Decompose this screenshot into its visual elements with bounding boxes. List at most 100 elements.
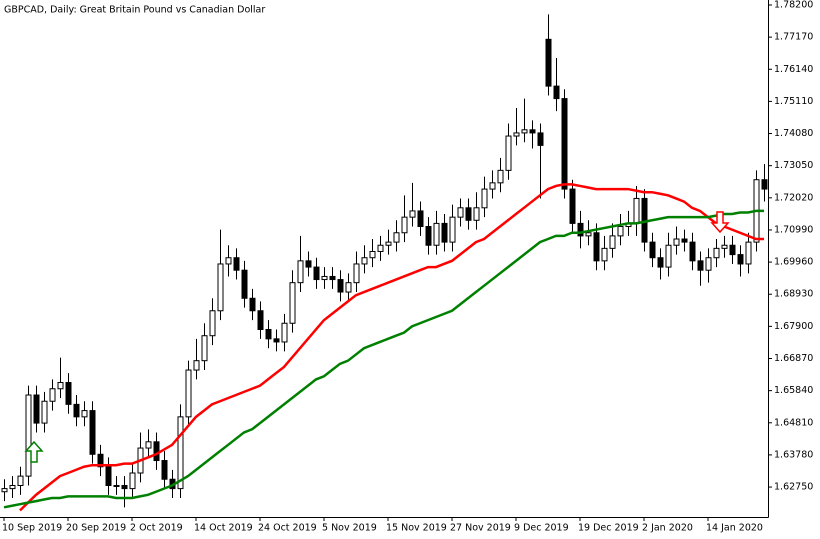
candle-body (537, 132, 544, 146)
candle-body (297, 260, 304, 284)
y-tick-label: 1.65840 (774, 385, 813, 396)
candle-body (617, 226, 624, 237)
candle-body (449, 216, 456, 243)
candle-body (281, 322, 288, 343)
candle-body (361, 257, 368, 265)
candle-body (1, 488, 8, 493)
buy-arrow (24, 440, 44, 463)
candle-body (545, 38, 552, 87)
candle-body (193, 360, 200, 371)
candle-body (49, 388, 56, 402)
candle-body (385, 241, 392, 246)
candle-body (441, 222, 448, 243)
candle-body (249, 297, 256, 312)
candle-body (657, 257, 664, 268)
candle-body (209, 310, 216, 337)
sell-arrow (710, 211, 730, 234)
candle-body (305, 260, 312, 268)
candle-body (409, 210, 416, 218)
y-tick-label: 1.62750 (774, 482, 813, 493)
y-tick-label: 1.72020 (774, 192, 813, 203)
candle-body (185, 369, 192, 418)
x-tick-label: 5 Nov 2019 (322, 523, 377, 534)
candle-body (593, 232, 600, 262)
candle-body (89, 410, 96, 455)
x-tick-label: 2 Jan 2020 (642, 523, 693, 534)
candle-body (377, 244, 384, 252)
x-tick-label: 14 Oct 2019 (194, 523, 253, 534)
candle-body (561, 98, 568, 190)
candle-body (601, 247, 608, 262)
y-tick-label: 1.69960 (774, 257, 813, 268)
candle-body (529, 129, 536, 134)
plot-area (1, 14, 768, 512)
candle-body (665, 244, 672, 268)
candle-body (201, 335, 208, 362)
candle-body (17, 475, 24, 486)
y-tick-label: 1.68930 (774, 289, 813, 300)
candle-body (737, 254, 744, 265)
candle-body (337, 279, 344, 293)
candle-body (721, 244, 728, 249)
candle-body (705, 257, 712, 271)
candle-body (673, 238, 680, 246)
candle-body (81, 410, 88, 418)
y-tick-label: 1.74080 (774, 128, 813, 139)
candle-body (217, 263, 224, 312)
candle-body (33, 394, 40, 424)
candle-body (521, 129, 528, 134)
candle-body (569, 188, 576, 224)
moving-average-line (3, 209, 764, 509)
candle-body (505, 135, 512, 171)
x-tick-label: 9 Dec 2019 (514, 523, 569, 534)
moving-average-line (19, 183, 764, 512)
candle-body (609, 235, 616, 249)
candle-body (689, 241, 696, 262)
candle-body (433, 222, 440, 246)
candle-body (369, 250, 376, 259)
x-tick-label: 27 Nov 2019 (450, 523, 511, 534)
candle-body (713, 247, 720, 259)
candle-body (9, 484, 16, 490)
candle-body (729, 244, 736, 256)
candle-body (25, 394, 32, 477)
candle-body (105, 466, 112, 486)
candle-body (313, 266, 320, 281)
candle-body (585, 232, 592, 237)
candle-body (113, 484, 120, 487)
candle-body (473, 207, 480, 221)
candle-body (465, 207, 472, 221)
candle-body (345, 282, 352, 293)
y-tick-label: 1.78200 (774, 0, 813, 10)
candle-body (401, 216, 408, 234)
candle-body (425, 226, 432, 246)
chart-title: GBPCAD, Daily: Great Britain Pound vs Ca… (4, 5, 265, 16)
candle-body (417, 210, 424, 228)
candle-body (177, 416, 184, 490)
candle-body (633, 197, 640, 224)
candle-body (41, 400, 48, 424)
x-tick-label: 20 Sep 2019 (66, 523, 126, 534)
x-tick-label: 10 Sep 2019 (2, 523, 62, 534)
candle-body (745, 241, 752, 265)
candle-body (121, 484, 128, 490)
candle-body (97, 453, 104, 468)
candle-body (225, 257, 232, 265)
candle-body (129, 472, 136, 490)
x-tick-label: 14 Jan 2020 (706, 523, 763, 534)
candle-body (489, 182, 496, 190)
candle-body (681, 238, 688, 243)
candle-body (145, 441, 152, 449)
candle-body (57, 382, 64, 390)
candle-body (233, 257, 240, 271)
candle-body (513, 132, 520, 137)
candle-body (273, 338, 280, 343)
candle-body (761, 179, 768, 190)
x-tick-label: 2 Oct 2019 (130, 523, 183, 534)
y-tick-label: 1.63780 (774, 449, 813, 460)
y-tick-label: 1.70990 (774, 224, 813, 235)
candle-body (257, 310, 264, 330)
candle-body (153, 441, 160, 462)
